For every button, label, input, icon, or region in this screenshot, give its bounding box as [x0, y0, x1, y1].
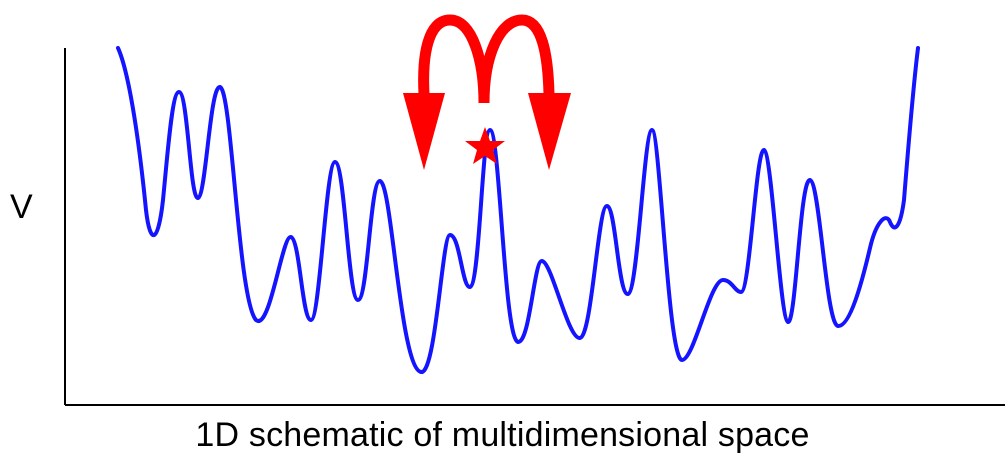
axes [64, 48, 1005, 406]
right-hop-arrowhead [528, 93, 571, 170]
left-hop-arrowhead [403, 93, 445, 170]
right-hop-arrow-arc [478, 14, 555, 104]
x-axis-label: 1D schematic of multidimensional space [195, 416, 810, 454]
y-axis-label: V [10, 188, 33, 226]
potential-energy-curve [116, 46, 920, 375]
left-hop-arrow-arc [418, 14, 490, 104]
curved-arrow-pair-icon [403, 14, 571, 170]
star-icon [465, 127, 505, 164]
